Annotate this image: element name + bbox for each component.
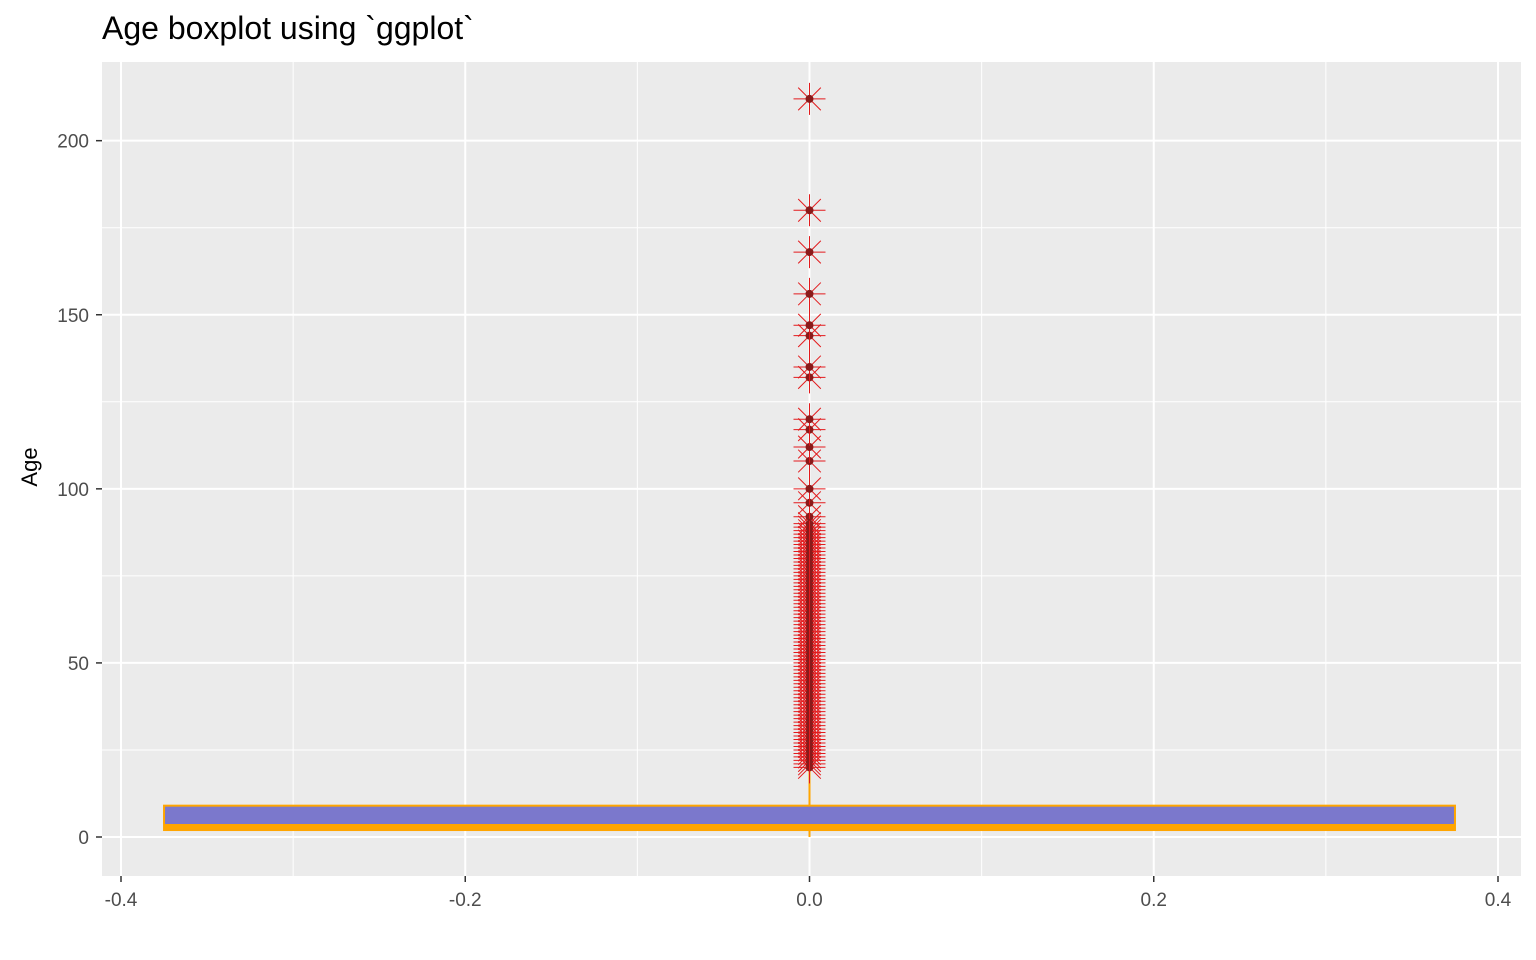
x-tick-label: 0.4	[1485, 890, 1512, 911]
outlier-dot	[805, 289, 814, 298]
y-tick-label: 50	[68, 654, 89, 675]
outlier-dot	[805, 484, 814, 493]
box-group	[163, 770, 1456, 837]
y-axis-ticks: 0 50 100 150 200	[57, 132, 102, 849]
chart-title: Age boxplot using `ggplot`	[102, 10, 474, 46]
outlier-dot	[805, 206, 814, 215]
outlier-points	[793, 82, 826, 784]
outlier-point	[793, 350, 826, 383]
outlier-point	[793, 472, 826, 505]
y-tick-label: 200	[57, 132, 89, 153]
outlier-dot	[805, 362, 814, 371]
y-tick-label: 0	[78, 828, 89, 849]
minor-gridlines	[102, 62, 1521, 876]
outlier-point	[793, 277, 826, 310]
outlier-point	[793, 309, 826, 342]
x-tick-label: -0.4	[105, 890, 138, 911]
outlier-point	[793, 82, 826, 115]
x-axis-ticks: -0.4 -0.2 0.0 0.2 0.4	[105, 876, 1512, 911]
y-tick-label: 150	[57, 306, 89, 327]
outlier-point	[793, 236, 826, 269]
outlier-dot	[805, 94, 814, 103]
outlier-point	[793, 194, 826, 227]
outlier-point	[793, 431, 826, 464]
outlier-dot	[805, 443, 814, 452]
outlier-point	[793, 403, 826, 436]
x-tick-label: -0.2	[449, 890, 482, 911]
outlier-dot	[805, 321, 814, 330]
x-tick-label: 0.2	[1141, 890, 1167, 911]
outlier-dot	[805, 415, 814, 424]
y-tick-label: 100	[57, 480, 89, 501]
outlier-dot	[805, 248, 814, 257]
x-tick-label: 0.0	[796, 890, 822, 911]
